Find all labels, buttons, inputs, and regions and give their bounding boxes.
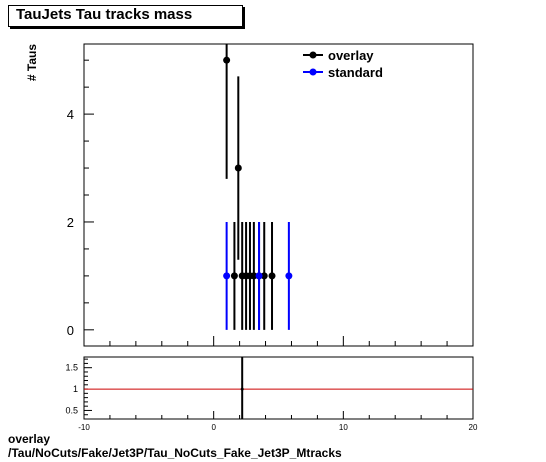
- standard-point: [255, 272, 263, 280]
- overlay-point: [223, 56, 231, 64]
- ratio-point: [240, 387, 244, 391]
- ratio-plot-axes: 0.5 1 1.5 -10 0 10 20: [65, 358, 478, 432]
- ratio-plot-frame: [83, 356, 474, 420]
- legend-marker-standard: [309, 68, 317, 76]
- overlay-point: [268, 272, 276, 280]
- overlay-point: [250, 272, 258, 280]
- title-box: [8, 5, 243, 27]
- overlay-point: [234, 164, 242, 172]
- standard-point: [223, 272, 231, 280]
- overlay-point: [230, 272, 238, 280]
- main-plot-axes: 0 2 4: [67, 59, 474, 346]
- ratio-y-tick-label: 1: [73, 384, 78, 394]
- ratio-x-tick-label: 0: [211, 423, 216, 432]
- ratio-x-tick-label: -10: [78, 423, 90, 432]
- chart-title: TauJets Tau tracks mass: [16, 6, 193, 23]
- legend-marker-overlay: [309, 51, 317, 59]
- main-plot-marks: [223, 44, 293, 330]
- legend-label-overlay: overlay: [328, 48, 374, 63]
- ratio-frame-rect: [83, 356, 474, 420]
- ratio-plot-marks: [84, 357, 473, 419]
- ratio-y-tick-label: 0.5: [65, 405, 78, 415]
- main-frame-rect: [83, 43, 474, 347]
- y-axis-label: # Taus: [25, 44, 39, 81]
- legend-label-standard: standard: [328, 65, 383, 80]
- main-plot-frame: [83, 43, 474, 347]
- legend: overlay standard: [303, 48, 383, 80]
- ratio-y-tick-label: 1.5: [65, 363, 78, 373]
- footer-line-2: /Tau/NoCuts/Fake/Jet3P/Tau_NoCuts_Fake_J…: [8, 446, 342, 460]
- overlay-point: [260, 272, 268, 280]
- standard-point: [285, 272, 293, 280]
- ratio-x-tick-label: 10: [339, 423, 348, 432]
- main-y-tick-label: 0: [67, 323, 74, 338]
- main-y-tick-label: 4: [67, 107, 74, 122]
- ratio-x-tick-label: 20: [469, 423, 478, 432]
- footer-line-1: overlay: [8, 432, 51, 446]
- main-y-tick-label: 2: [67, 215, 74, 230]
